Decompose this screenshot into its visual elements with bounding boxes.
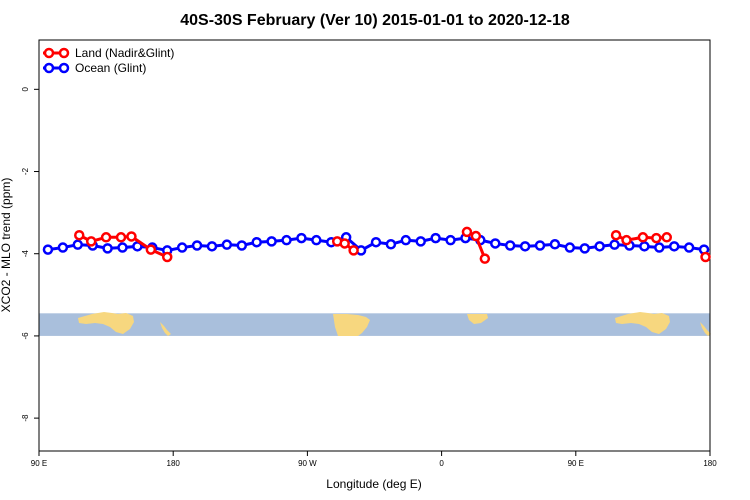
x-axis: 90 E 180 90 W 0 90 E 180 [31, 451, 717, 468]
data-point [668, 241, 680, 252]
data-point [610, 229, 622, 241]
data-point [115, 232, 127, 243]
x-tick-label: 90 W [298, 459, 317, 468]
data-point [221, 239, 233, 250]
data-point [637, 232, 649, 243]
world-map-strip [39, 312, 711, 336]
legend-swatch-marker [58, 47, 70, 59]
data-point [311, 234, 322, 246]
data-point [145, 244, 157, 255]
data-point [654, 242, 665, 253]
y-axis-label: XCO2 - MLO trend (ppm) [0, 178, 13, 313]
y-tick-label: -6 [21, 332, 30, 340]
data-point [348, 245, 359, 256]
data-point [609, 239, 620, 250]
map-land-new-zealand [160, 322, 171, 336]
data-point [161, 251, 173, 263]
map-land-south-america [333, 314, 370, 336]
data-point [519, 241, 531, 252]
y-axis: 0 -2 -4 -6 -8 [21, 87, 39, 422]
data-point [72, 239, 84, 250]
map-land-new-zealand-2 [700, 322, 711, 336]
legend: Land (Nadir&Glint)Ocean (Glint) [43, 46, 174, 75]
data-point [621, 234, 632, 246]
data-point [594, 241, 605, 252]
data-point [74, 229, 85, 241]
data-point [206, 241, 218, 252]
data-point [461, 226, 473, 238]
series-land [74, 226, 711, 264]
data-point [191, 240, 203, 251]
data-point [661, 232, 673, 243]
data-point [534, 240, 546, 251]
map-land-south-africa [467, 314, 488, 324]
data-point [504, 240, 516, 251]
data-point [564, 242, 576, 253]
legend-swatch-marker [58, 62, 70, 74]
data-point [132, 241, 143, 252]
data-point [415, 236, 426, 247]
data-point [430, 232, 441, 244]
map-land-australia-2 [615, 312, 670, 334]
data-point [236, 240, 248, 251]
legend-entry-label: Land (Nadir&Glint) [75, 46, 174, 60]
x-tick-label: 90 E [568, 459, 584, 468]
y-tick-label: -4 [21, 250, 30, 258]
data-point [296, 232, 307, 244]
y-tick-label: -8 [21, 414, 30, 422]
data-point [470, 230, 482, 242]
y-tick-label: 0 [21, 87, 30, 92]
data-point [42, 244, 54, 255]
data-point [445, 234, 456, 246]
data-point [251, 236, 262, 248]
data-point [126, 231, 137, 242]
chart-title: 40S-30S February (Ver 10) 2015-01-01 to … [180, 12, 570, 29]
legend-swatch-marker [43, 47, 55, 59]
data-point [639, 241, 650, 252]
series-layer [42, 226, 711, 264]
data-point [385, 239, 397, 250]
data-point [57, 242, 69, 253]
data-point [700, 251, 711, 263]
map-land-australia [78, 312, 134, 334]
x-tick-label: 180 [167, 459, 181, 468]
data-point [100, 232, 112, 243]
data-point [117, 242, 128, 253]
data-point [479, 253, 491, 264]
x-axis-label: Longitude (deg E) [326, 477, 421, 491]
data-point [176, 242, 188, 253]
x-tick-label: 180 [703, 459, 717, 468]
data-point [549, 239, 561, 250]
legend-entry-label: Ocean (Glint) [75, 61, 146, 75]
plot-area [38, 39, 711, 452]
x-tick-label: 0 [439, 459, 444, 468]
data-point [266, 236, 277, 247]
data-point [370, 236, 382, 248]
data-point [579, 243, 590, 254]
data-point [490, 238, 501, 249]
x-tick-label: 90 E [31, 459, 47, 468]
data-point [339, 238, 350, 249]
data-point [400, 234, 412, 246]
data-point [683, 242, 695, 253]
data-point [651, 232, 662, 244]
legend-swatch-marker [43, 62, 55, 74]
data-point [281, 234, 292, 246]
map-ocean [39, 313, 710, 336]
data-point [102, 243, 113, 254]
data-point [85, 236, 97, 247]
y-tick-label: -2 [21, 167, 30, 175]
